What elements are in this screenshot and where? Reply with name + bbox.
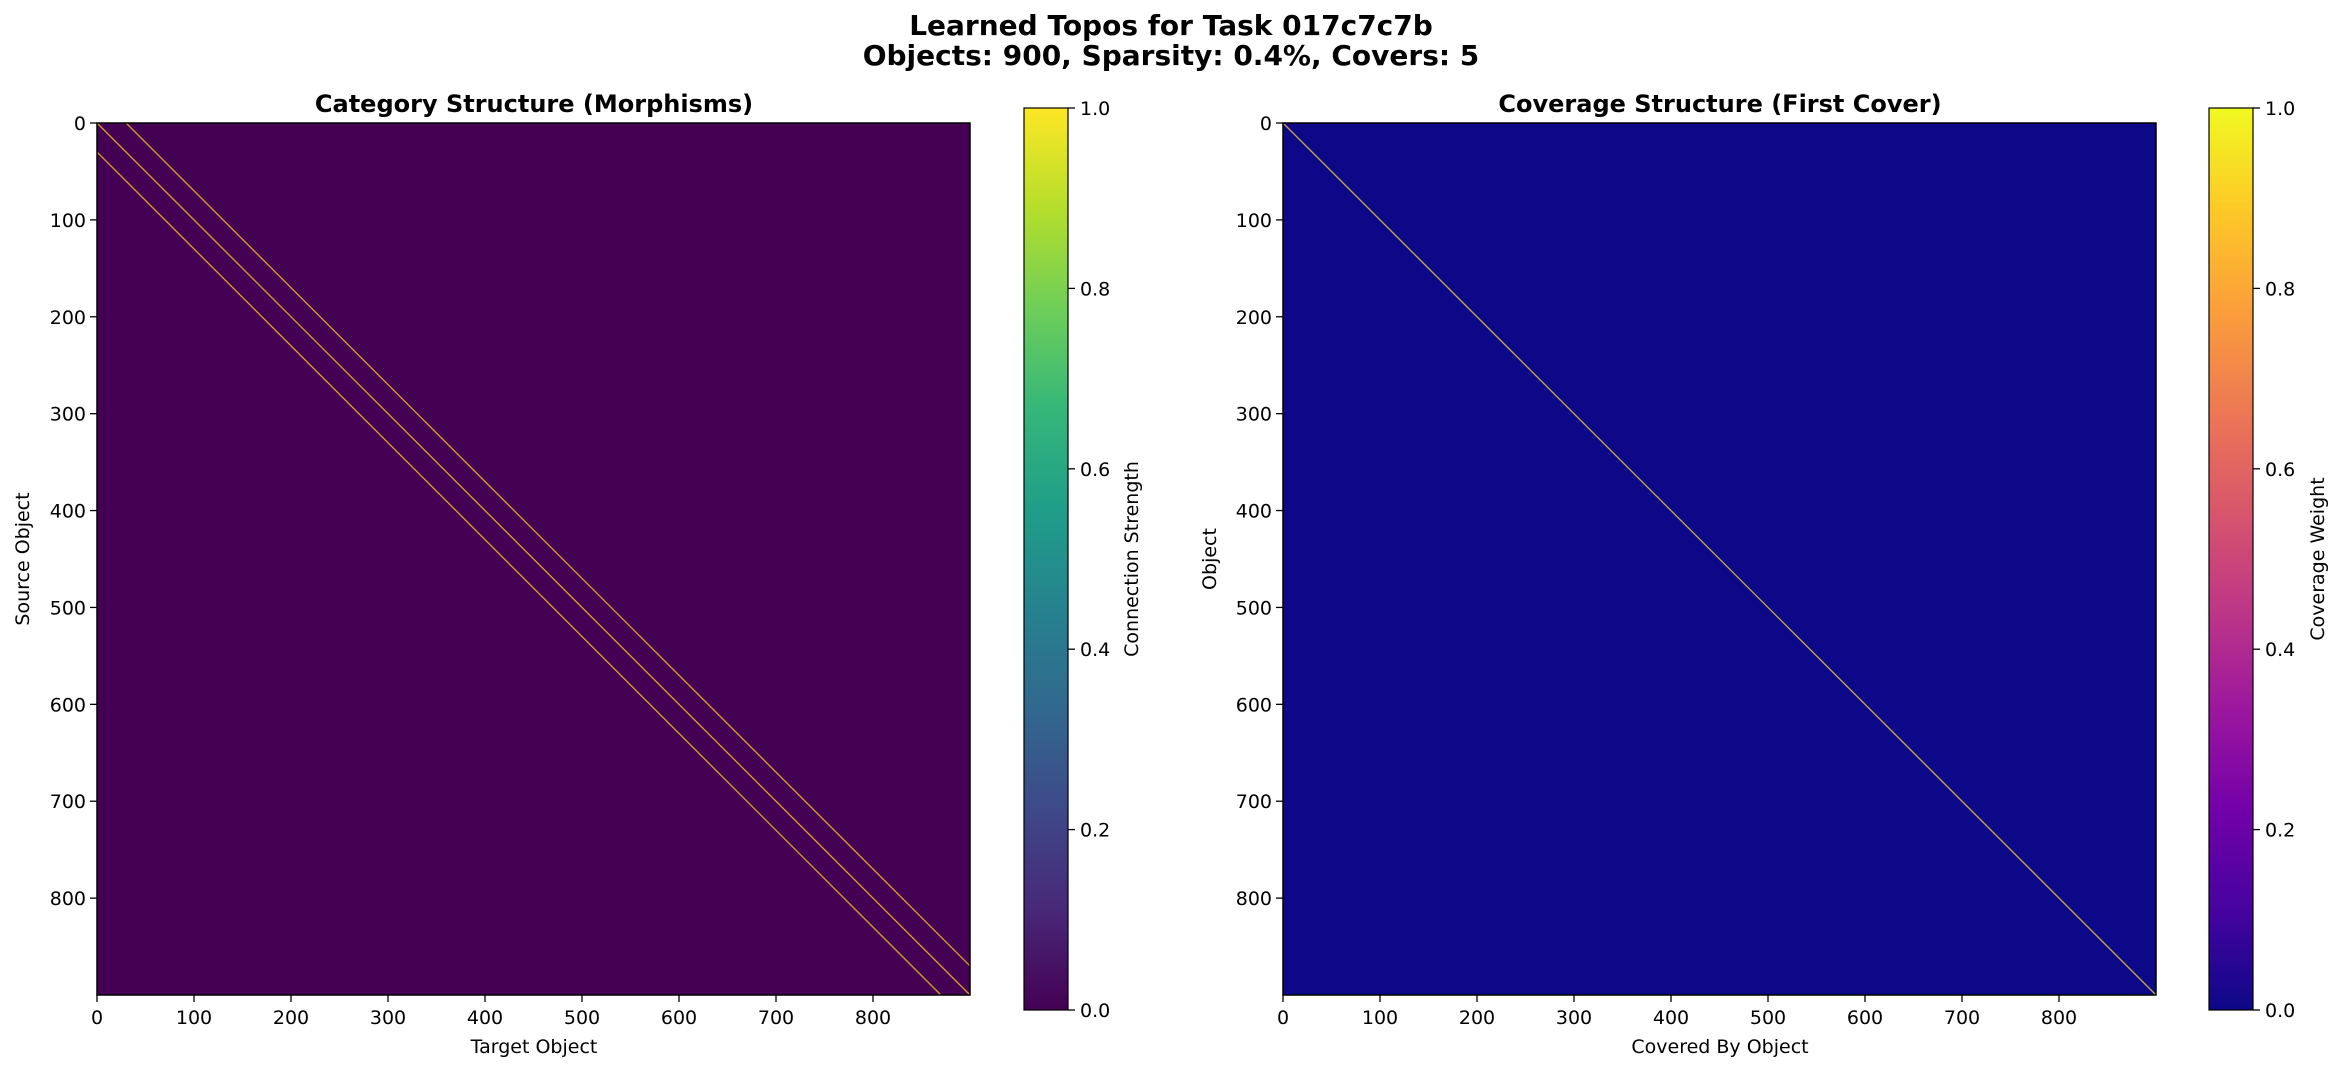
morphisms-diagonal-band [96,122,971,996]
morphisms-heatmap-panel: Category Structure (Morphisms) 0 100 200 30… [12,90,1143,1058]
coverage-y-tick-label: 300 [1236,404,1272,426]
morphisms-x-tick-label: 600 [661,1007,697,1029]
coverage-y-tick-label: 800 [1236,888,1272,910]
morphisms-colorbar-tick-label: 0.2 [1080,820,1110,842]
morphisms-y-tick-label: 700 [50,791,86,813]
morphisms-y-tick-label: 400 [50,501,86,523]
morphisms-diagonal-band [125,122,971,967]
morphisms-heatmap-title: Category Structure (Morphisms) [315,90,753,118]
coverage-x-tick-label: 100 [1362,1007,1398,1029]
coverage-x-tick-label: 200 [1459,1007,1495,1029]
morphisms-y-tick-label: 500 [50,597,86,619]
morphisms-y-tick-label: 600 [50,694,86,716]
coverage-x-tick-label: 400 [1653,1007,1689,1029]
coverage-y-tick-label: 400 [1236,501,1272,523]
morphisms-colorbar-tick-label: 0.4 [1080,639,1110,661]
morphisms-x-axis-label: Target Object [470,1036,598,1058]
figure-title: Learned Topos for Task 017c7c7b [909,9,1433,42]
coverage-colorbar [2209,108,2253,1010]
morphisms-x-tick-label: 200 [273,1007,309,1029]
morphisms-colorbar-tick-label: 1.0 [1080,98,1110,120]
coverage-x-tick-label: 300 [1556,1007,1592,1029]
coverage-colorbar-frame [2208,107,2254,1011]
morphisms-x-tick-label: 700 [758,1007,794,1029]
coverage-heatmap-title: Coverage Structure (First Cover) [1498,90,1941,118]
coverage-heatmap-panel: Coverage Structure (First Cover) 0 100 200… [1199,90,2329,1058]
morphisms-x-tick-label: 0 [91,1007,103,1029]
coverage-colorbar-label: Coverage Weight [2307,477,2329,640]
morphisms-y-tick-label: 100 [50,210,86,232]
morphisms-y-axis-label: Source Object [12,492,34,625]
coverage-x-tick-label: 0 [1277,1007,1289,1029]
morphisms-y-tick-label: 0 [74,113,86,135]
morphisms-x-tick-label: 100 [176,1007,212,1029]
morphisms-y-tick-label: 300 [50,404,86,426]
coverage-y-axis-label: Object [1199,528,1221,590]
coverage-diagonal-band [1282,122,2157,996]
coverage-colorbar-tick-label: 0.6 [2265,459,2295,481]
morphisms-colorbar-frame [1023,107,1069,1011]
coverage-x-axis-label: Covered By Object [1631,1036,1808,1058]
morphisms-colorbar-tick-label: 0.8 [1080,278,1110,300]
coverage-y-tick-label: 100 [1236,210,1272,232]
coverage-y-tick-label: 0 [1260,113,1272,135]
morphisms-colorbar-tick-label: 0.6 [1080,459,1110,481]
coverage-y-tick-label: 200 [1236,307,1272,329]
morphisms-colorbar-label: Connection Strength [1121,461,1143,657]
morphisms-x-tick-label: 500 [564,1007,600,1029]
morphisms-diagonal-band [96,151,942,996]
morphisms-heatmap-frame [96,122,971,996]
coverage-y-tick-label: 700 [1236,791,1272,813]
coverage-x-tick-label: 500 [1750,1007,1786,1029]
morphisms-x-tick-label: 300 [370,1007,406,1029]
coverage-heatmap-frame [1282,122,2157,996]
morphisms-x-tick-label: 400 [467,1007,503,1029]
morphisms-colorbar-tick-label: 0.0 [1080,1000,1110,1022]
coverage-colorbar-tick-label: 1.0 [2265,98,2295,120]
coverage-y-tick-label: 500 [1236,597,1272,619]
coverage-colorbar-tick-label: 0.8 [2265,278,2295,300]
figure-subtitle: Objects: 900, Sparsity: 0.4%, Covers: 5 [862,39,1480,72]
coverage-colorbar-tick-label: 0.2 [2265,820,2295,842]
coverage-colorbar-tick-label: 0.0 [2265,1000,2295,1022]
coverage-x-tick-label: 800 [2041,1007,2077,1029]
morphisms-x-tick-label: 800 [855,1007,891,1029]
coverage-colorbar-tick-label: 0.4 [2265,639,2295,661]
coverage-y-tick-label: 600 [1236,694,1272,716]
coverage-x-tick-label: 700 [1944,1007,1980,1029]
coverage-x-tick-label: 600 [1847,1007,1883,1029]
morphisms-y-tick-label: 200 [50,307,86,329]
morphisms-colorbar [1024,108,1068,1010]
morphisms-y-tick-label: 800 [50,888,86,910]
